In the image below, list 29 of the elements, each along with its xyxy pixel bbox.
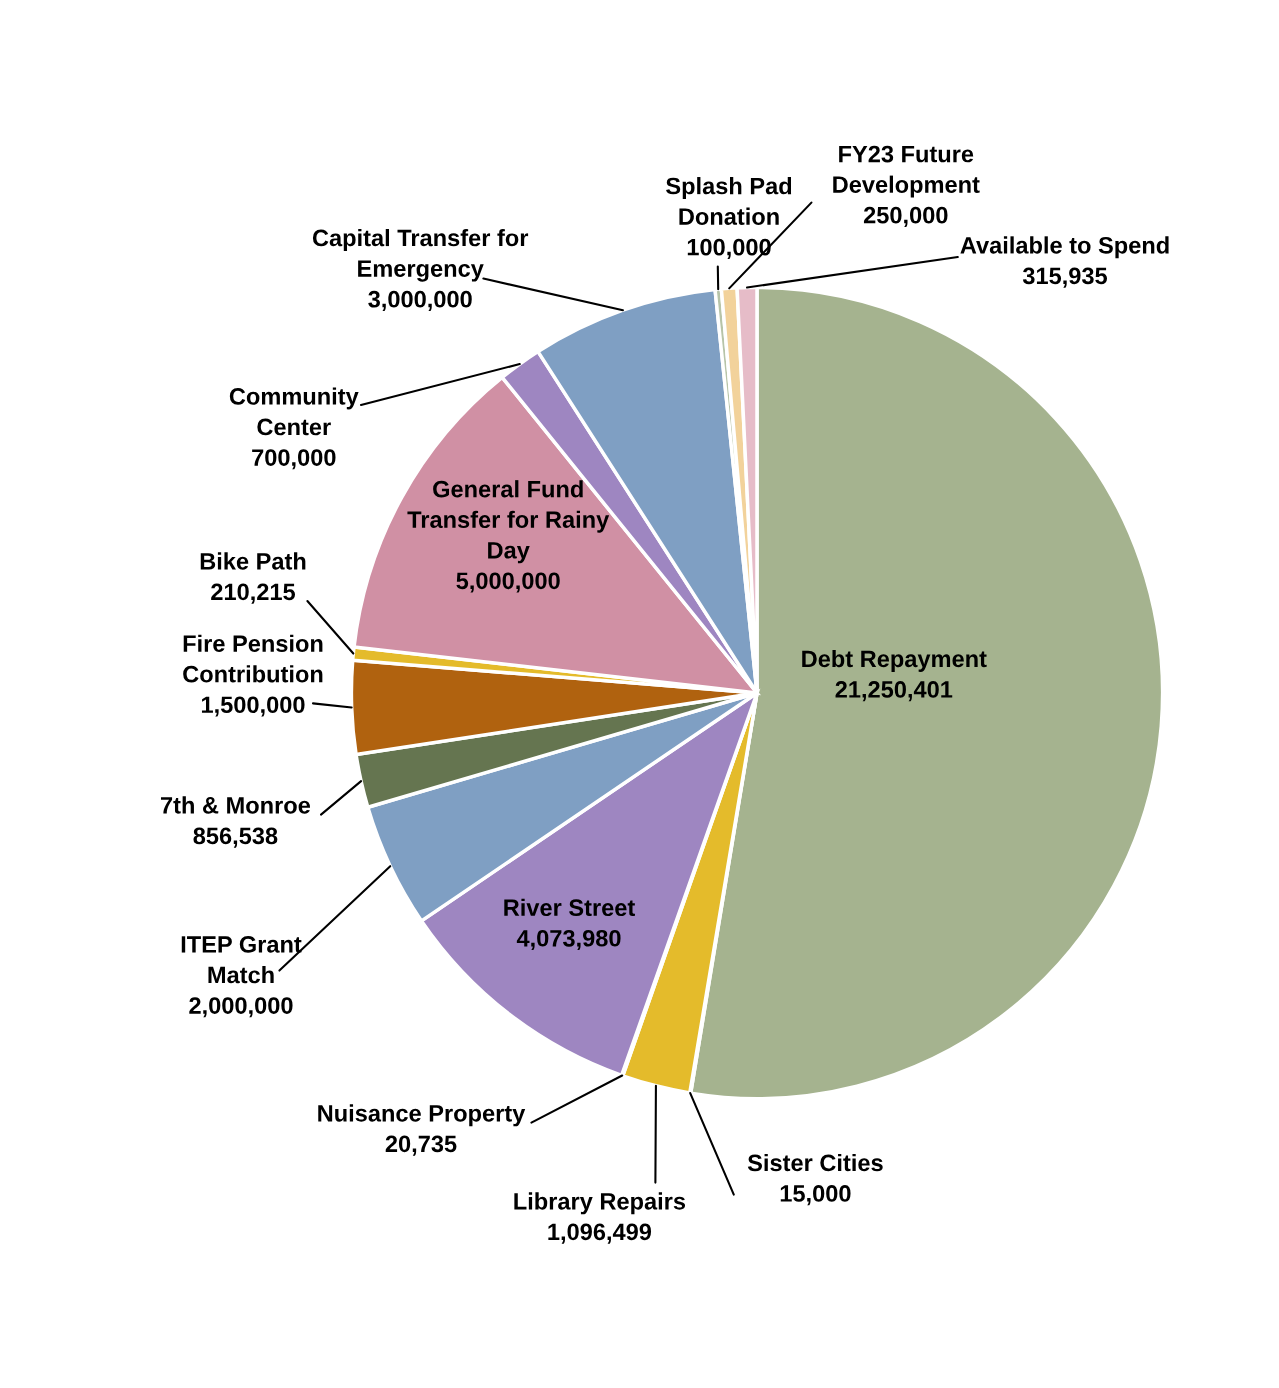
slice-label: 7th & Monroe xyxy=(161,796,311,814)
data-label: 20,735 xyxy=(385,1135,457,1156)
slice-label: Capital Transfer for Emergency xyxy=(312,228,529,282)
data-label: 700,000 xyxy=(252,449,336,470)
data-label: 15,000 xyxy=(780,1185,851,1206)
data-label: 3,000,000 xyxy=(368,290,472,311)
data-label: 210,215 xyxy=(211,583,296,604)
data-label: 21,250,401 xyxy=(835,681,953,702)
data-label: 5,000,000 xyxy=(456,572,560,593)
data-label: 1,500,000 xyxy=(201,696,305,717)
slice-label: Sister Cities xyxy=(747,1153,883,1172)
data-label: 315,935 xyxy=(1022,267,1108,288)
slice-label: FY23 Future Development xyxy=(833,145,980,198)
slice-label: River Street xyxy=(504,898,635,917)
slice-label: Bike Path xyxy=(200,552,306,570)
slice-label: Debt Repayment xyxy=(802,649,987,672)
slice-label: Library Repairs xyxy=(514,1192,686,1215)
slice-label: ITEP Grant Match xyxy=(181,936,302,984)
slice-label: General Fund Transfer for Rainy Day xyxy=(407,480,610,564)
data-label: 856,538 xyxy=(193,827,278,848)
slice-label: Community Center xyxy=(229,387,359,436)
slice-label: Nuisance Property xyxy=(318,1104,526,1127)
slice-label: Fire Pension Contribution xyxy=(183,634,323,683)
slice-label: Splash Pad Donation xyxy=(666,177,792,225)
data-label: 1,096,499 xyxy=(548,1223,652,1244)
data-label: 4,073,980 xyxy=(516,929,621,951)
slice-label: Available to Spend xyxy=(960,236,1169,259)
data-label: 2,000,000 xyxy=(189,997,293,1018)
data-label: 250,000 xyxy=(863,206,948,227)
